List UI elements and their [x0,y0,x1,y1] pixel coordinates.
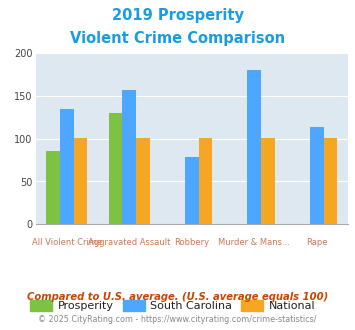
Text: Violent Crime Comparison: Violent Crime Comparison [70,31,285,46]
Bar [122,90,136,224]
Text: Aggravated Assault: Aggravated Assault [88,238,170,247]
Text: Compared to U.S. average. (U.S. average equals 100): Compared to U.S. average. (U.S. average … [27,292,328,302]
Bar [323,138,337,224]
Bar [198,138,212,224]
Bar [136,138,150,224]
Text: 2019 Prosperity: 2019 Prosperity [111,8,244,23]
Bar [247,70,261,224]
Bar [185,157,198,224]
Bar [46,151,60,224]
Legend: Prosperity, South Carolina, National: Prosperity, South Carolina, National [26,295,320,315]
Text: © 2025 CityRating.com - https://www.cityrating.com/crime-statistics/: © 2025 CityRating.com - https://www.city… [38,315,317,324]
Bar [73,138,87,224]
Bar [261,138,275,224]
Text: All Violent Crime: All Violent Crime [32,238,102,247]
Text: Murder & Mans...: Murder & Mans... [218,238,290,247]
Text: Rape: Rape [306,238,327,247]
Bar [310,127,323,224]
Bar [60,109,73,224]
Bar [109,113,122,224]
Text: Robbery: Robbery [174,238,209,247]
